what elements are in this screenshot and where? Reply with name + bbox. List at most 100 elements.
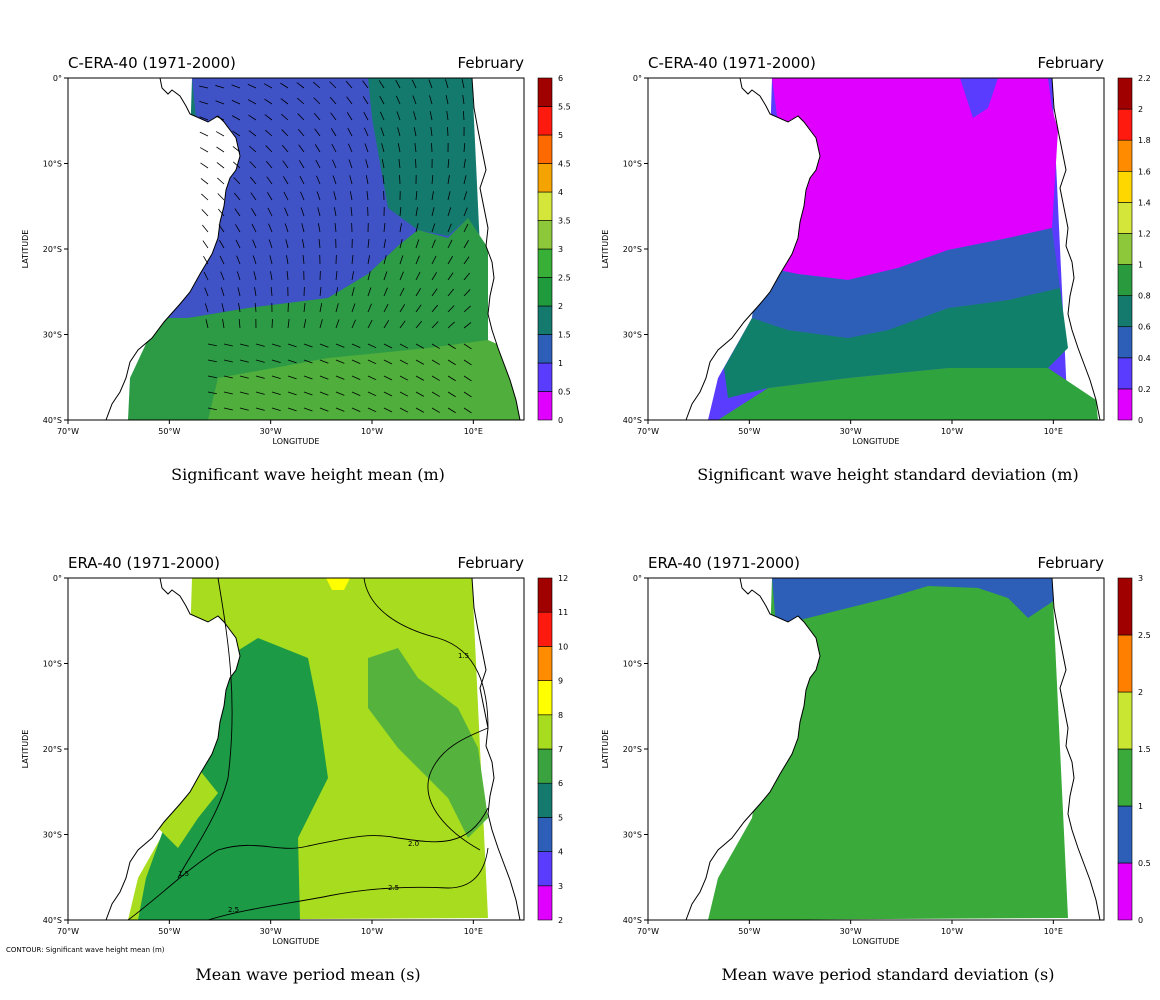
wind-arrow [248, 130, 257, 137]
colorbar-label: 2 [1138, 688, 1143, 697]
x-tick-label: 10°W [941, 427, 963, 436]
wind-arrow [335, 359, 345, 364]
wind-arrow [215, 131, 225, 137]
y-tick-label: 30°S [43, 831, 62, 840]
wind-arrow [431, 391, 440, 397]
wind-arrow [265, 160, 273, 169]
colorbar-label: 3 [558, 245, 563, 254]
wind-arrow [233, 177, 241, 185]
colorbar-label: 5 [558, 131, 563, 140]
wind-arrow [238, 303, 241, 313]
wind-arrow [396, 111, 401, 121]
colorbar-segment [1117, 233, 1133, 265]
x-axis-label: LONGITUDE [853, 437, 900, 446]
wind-arrow [447, 321, 455, 329]
wind-arrow [415, 304, 422, 313]
wind-arrow [351, 407, 361, 412]
y-tick-label: 10°S [43, 660, 62, 669]
wind-arrow [253, 271, 257, 281]
wind-arrow [431, 288, 438, 297]
wind-arrow [286, 255, 289, 265]
wind-arrow [383, 239, 386, 249]
colorbar-segment [537, 748, 553, 784]
wind-arrow [399, 359, 409, 365]
wind-arrow [218, 208, 225, 217]
wind-arrow [447, 375, 456, 382]
wind-arrow [263, 83, 273, 89]
wind-arrow [463, 191, 468, 201]
wind-arrow [447, 272, 454, 281]
wind-arrow [367, 287, 372, 297]
wind-arrow [217, 177, 225, 185]
x-tick-label: 10°E [464, 427, 483, 436]
y-tick-label: 10°S [623, 160, 642, 169]
wind-arrow [365, 159, 369, 169]
wind-arrow [334, 223, 337, 233]
wind-arrow [220, 271, 225, 281]
wind-arrow [399, 375, 409, 381]
africa-coast [471, 577, 525, 921]
wind-arrow [335, 287, 339, 297]
wind-vectors [199, 79, 472, 414]
wind-arrow [251, 223, 257, 233]
wind-arrow [367, 359, 377, 365]
wind-arrow [200, 178, 209, 185]
colorbar-label: 4 [558, 188, 563, 197]
wind-arrow [447, 191, 451, 201]
wind-arrow [199, 101, 209, 105]
colorbar-label: 1 [1138, 802, 1143, 811]
y-tick-label: 20°S [623, 745, 642, 754]
wind-arrow [397, 127, 401, 137]
wind-arrow [264, 98, 273, 105]
contour-line-1.5b [177, 577, 233, 879]
colorbar-label: 3 [558, 882, 563, 891]
wind-arrow [223, 359, 233, 363]
x-tick-label: 50°W [158, 927, 180, 936]
wind-arrow [381, 143, 385, 153]
x-tick-label: 50°W [158, 427, 180, 436]
wind-arrow [335, 303, 339, 313]
panel-header-right: February [458, 54, 525, 72]
wind-arrow [319, 407, 329, 412]
wind-arrow [303, 343, 313, 348]
colorbar-segment [537, 77, 553, 107]
region-0.4-0.6 [752, 228, 1060, 338]
colorbar-label: 10 [558, 642, 568, 651]
wind-arrow [287, 343, 297, 348]
wind-arrow [365, 175, 369, 185]
wind-arrow [335, 343, 345, 348]
wind-arrow [237, 287, 241, 297]
x-tick-label: 50°W [738, 427, 760, 436]
wind-arrow [415, 407, 425, 413]
y-tick-label: 40°S [623, 416, 642, 425]
colorbar-segment [1117, 805, 1133, 864]
wind-arrow [217, 193, 225, 201]
panel-header-left: C-ERA-40 (1971-2000) [68, 54, 236, 72]
wind-arrow [351, 375, 361, 380]
wind-arrow [333, 207, 337, 217]
colorbar-segment [1117, 388, 1133, 421]
wind-arrow [299, 175, 305, 185]
colorbar-label: 0.6 [1138, 323, 1151, 332]
wind-arrow [302, 239, 305, 249]
wind-arrow [367, 303, 372, 313]
wind-arrow [271, 407, 281, 411]
wind-arrow [247, 83, 257, 89]
wind-arrow [383, 255, 387, 265]
wind-arrow [199, 85, 209, 89]
x-tick-label: 70°W [57, 427, 79, 436]
wind-arrow [280, 82, 289, 89]
colorbar-segment [537, 305, 553, 335]
wind-arrow [415, 343, 425, 349]
colorbar-label: 3 [1138, 574, 1143, 583]
wind-arrow [335, 407, 345, 412]
colorbar-segment [1117, 326, 1133, 359]
wind-arrow [332, 159, 337, 169]
wind-arrow [287, 407, 297, 412]
wind-arrow [399, 391, 409, 397]
colorbar-segment [1117, 295, 1133, 328]
wind-arrow [463, 110, 465, 121]
wind-arrow [283, 191, 289, 201]
colorbar-label: 3.5 [558, 217, 571, 226]
region-0.5-1 [772, 578, 1058, 626]
